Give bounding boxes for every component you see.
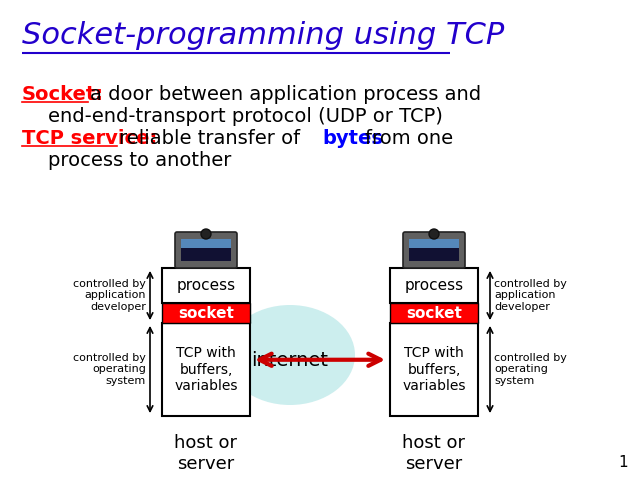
Text: host or
server: host or server <box>403 434 465 473</box>
Bar <box>409 239 459 248</box>
FancyArrowPatch shape <box>259 354 381 366</box>
Text: Socket:: Socket: <box>22 85 104 104</box>
Circle shape <box>201 229 211 239</box>
Text: a door between application process and: a door between application process and <box>90 85 481 104</box>
Text: process: process <box>404 278 463 293</box>
Text: TCP service:: TCP service: <box>22 129 157 148</box>
Text: 1: 1 <box>618 455 628 470</box>
Text: host or
server: host or server <box>175 434 237 473</box>
Text: controlled by
application
developer: controlled by application developer <box>494 279 567 312</box>
Text: controlled by
application
developer: controlled by application developer <box>73 279 146 312</box>
Bar <box>390 268 478 303</box>
Bar <box>162 323 250 416</box>
Bar <box>390 323 478 416</box>
Bar <box>181 239 231 261</box>
Text: TCP with
buffers,
variables: TCP with buffers, variables <box>174 346 237 393</box>
Text: process: process <box>177 278 236 293</box>
FancyBboxPatch shape <box>175 232 237 268</box>
Bar <box>181 239 231 248</box>
Text: socket: socket <box>178 305 234 321</box>
Text: controlled by
operating
system: controlled by operating system <box>494 353 567 386</box>
Text: controlled by
operating
system: controlled by operating system <box>73 353 146 386</box>
Text: process to another: process to another <box>48 151 232 170</box>
Bar <box>162 303 250 323</box>
Text: internet: internet <box>252 350 328 370</box>
Bar <box>409 239 459 261</box>
Bar <box>390 303 478 323</box>
Ellipse shape <box>225 305 355 405</box>
Text: reliable transfer of: reliable transfer of <box>119 129 307 148</box>
Text: socket: socket <box>406 305 462 321</box>
Text: from one: from one <box>365 129 453 148</box>
Circle shape <box>429 229 439 239</box>
Text: Socket-programming using TCP: Socket-programming using TCP <box>22 21 504 49</box>
Bar <box>162 268 250 303</box>
Text: end-end-transport protocol (UDP or TCP): end-end-transport protocol (UDP or TCP) <box>48 107 443 126</box>
FancyBboxPatch shape <box>403 232 465 268</box>
Text: bytes: bytes <box>322 129 383 148</box>
Text: TCP with
buffers,
variables: TCP with buffers, variables <box>403 346 466 393</box>
